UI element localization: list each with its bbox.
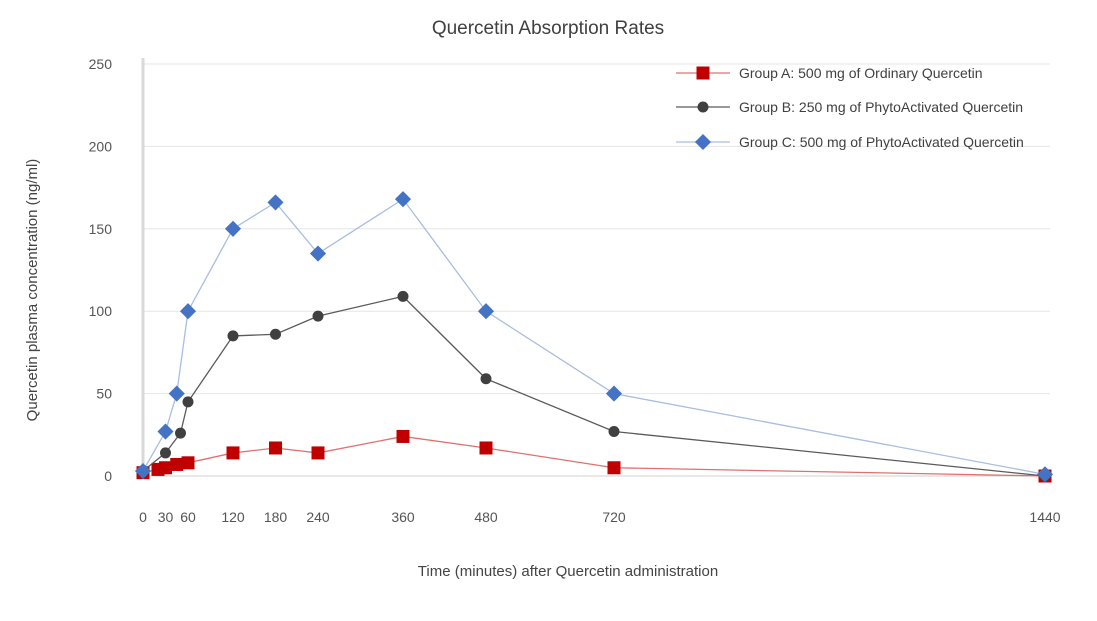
legend-label: Group C: 500 mg of PhytoActivated Querce…	[739, 134, 1024, 150]
series-group-a	[136, 429, 1052, 483]
data-point	[182, 396, 194, 408]
x-tick-label: 0	[139, 509, 147, 525]
data-point	[227, 330, 239, 342]
data-point	[157, 423, 174, 440]
x-tick-label: 30	[158, 509, 174, 525]
chart-title: Quercetin Absorption Rates	[432, 18, 664, 39]
y-tick-label: 250	[89, 56, 113, 72]
data-point	[160, 447, 171, 459]
data-point	[311, 446, 325, 460]
data-point	[168, 385, 185, 402]
data-point	[267, 194, 284, 211]
data-point	[179, 303, 197, 320]
x-tick-label: 60	[180, 509, 196, 525]
data-point	[170, 457, 184, 471]
data-point	[605, 385, 623, 402]
data-point	[224, 220, 242, 237]
legend-item-group-c: Group C: 500 mg of PhytoActivated Querce…	[676, 133, 1024, 151]
data-point	[607, 461, 621, 475]
legend-label: Group B: 250 mg of PhytoActivated Querce…	[739, 99, 1023, 115]
data-point	[397, 290, 409, 302]
data-point	[134, 462, 152, 480]
legend-marker	[696, 66, 710, 80]
data-point	[175, 427, 186, 439]
data-point	[181, 456, 195, 470]
data-point	[159, 461, 172, 475]
x-tick-label: 240	[306, 509, 330, 525]
gridlines	[143, 63, 1050, 477]
y-tick-label: 0	[104, 468, 112, 484]
data-point	[480, 373, 492, 385]
x-axis-title: Time (minutes) after Quercetin administr…	[418, 563, 718, 580]
x-tick-label: 120	[221, 509, 245, 525]
data-point	[1036, 466, 1054, 483]
y-tick-label: 50	[96, 386, 112, 402]
data-point	[608, 426, 620, 438]
data-point	[226, 446, 240, 460]
y-axis-title: Quercetin plasma concentration (ng/ml)	[24, 159, 41, 422]
y-tick-label: 150	[89, 221, 113, 237]
data-point	[479, 441, 493, 455]
legend-item-group-a: Group A: 500 mg of Ordinary Quercetin	[676, 65, 983, 81]
series-group-c	[134, 191, 1054, 483]
legend-marker	[697, 101, 709, 113]
legend: Group A: 500 mg of Ordinary Quercetin Gro…	[676, 65, 1024, 151]
data-point	[394, 191, 412, 208]
data-point	[270, 328, 281, 340]
y-tick-label: 200	[89, 138, 113, 154]
x-tick-label: 720	[602, 509, 626, 525]
legend-item-group-b: Group B: 250 mg of PhytoActivated Querce…	[676, 99, 1023, 115]
axes: 0 50 100 150 200 250 0 30 60 120 180 240 360 480 720 14…	[89, 56, 1061, 525]
x-tick-label: 480	[474, 509, 498, 525]
x-tick-label: 1440	[1029, 509, 1060, 525]
data-point	[312, 310, 324, 322]
plot-area	[134, 191, 1054, 483]
legend-label: Group A: 500 mg of Ordinary Quercetin	[739, 65, 983, 81]
y-tick-label: 100	[89, 303, 113, 319]
legend-marker	[694, 133, 712, 151]
data-point	[396, 429, 410, 443]
data-point	[309, 245, 327, 262]
data-point	[269, 441, 282, 455]
x-tick-label: 360	[391, 509, 415, 525]
x-tick-label: 180	[264, 509, 288, 525]
data-point	[477, 303, 495, 320]
